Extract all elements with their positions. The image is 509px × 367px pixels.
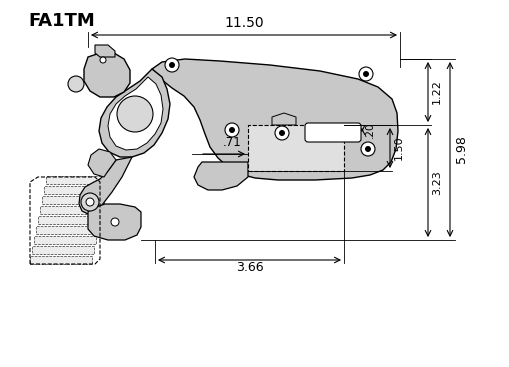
Bar xyxy=(40,206,102,214)
Polygon shape xyxy=(88,204,140,240)
Text: 5.98: 5.98 xyxy=(454,135,467,163)
Bar xyxy=(32,246,94,254)
Bar xyxy=(30,256,92,264)
Bar xyxy=(44,186,106,194)
Text: 3.23: 3.23 xyxy=(431,170,441,195)
FancyBboxPatch shape xyxy=(304,123,360,142)
Text: 3.66: 3.66 xyxy=(235,261,263,274)
Polygon shape xyxy=(152,59,397,180)
Circle shape xyxy=(168,62,175,68)
Circle shape xyxy=(100,57,106,63)
Bar xyxy=(36,226,98,234)
Text: .71: .71 xyxy=(222,136,241,149)
Polygon shape xyxy=(79,157,132,214)
Circle shape xyxy=(360,142,374,156)
Text: .20: .20 xyxy=(364,122,374,138)
Bar xyxy=(247,125,344,171)
Bar xyxy=(34,236,96,244)
Polygon shape xyxy=(193,162,247,190)
Circle shape xyxy=(68,76,84,92)
Circle shape xyxy=(358,67,372,81)
Text: 11.50: 11.50 xyxy=(224,16,263,30)
Bar xyxy=(38,216,100,224)
Polygon shape xyxy=(108,77,163,150)
Circle shape xyxy=(224,123,239,137)
Polygon shape xyxy=(271,113,295,125)
Text: 1.22: 1.22 xyxy=(431,80,441,105)
Circle shape xyxy=(229,127,235,133)
Circle shape xyxy=(86,198,94,206)
Circle shape xyxy=(111,218,119,226)
Circle shape xyxy=(81,193,99,211)
Polygon shape xyxy=(99,69,169,157)
Text: FA1TM: FA1TM xyxy=(28,12,95,30)
Circle shape xyxy=(274,126,289,140)
Bar xyxy=(42,196,104,204)
Circle shape xyxy=(364,146,370,152)
Polygon shape xyxy=(84,53,130,97)
Circle shape xyxy=(117,96,153,132)
Polygon shape xyxy=(95,45,115,57)
Circle shape xyxy=(165,58,179,72)
Polygon shape xyxy=(88,149,116,177)
Circle shape xyxy=(278,130,285,136)
Bar xyxy=(46,176,108,184)
Text: 1.50: 1.50 xyxy=(393,136,403,160)
Circle shape xyxy=(362,71,369,77)
